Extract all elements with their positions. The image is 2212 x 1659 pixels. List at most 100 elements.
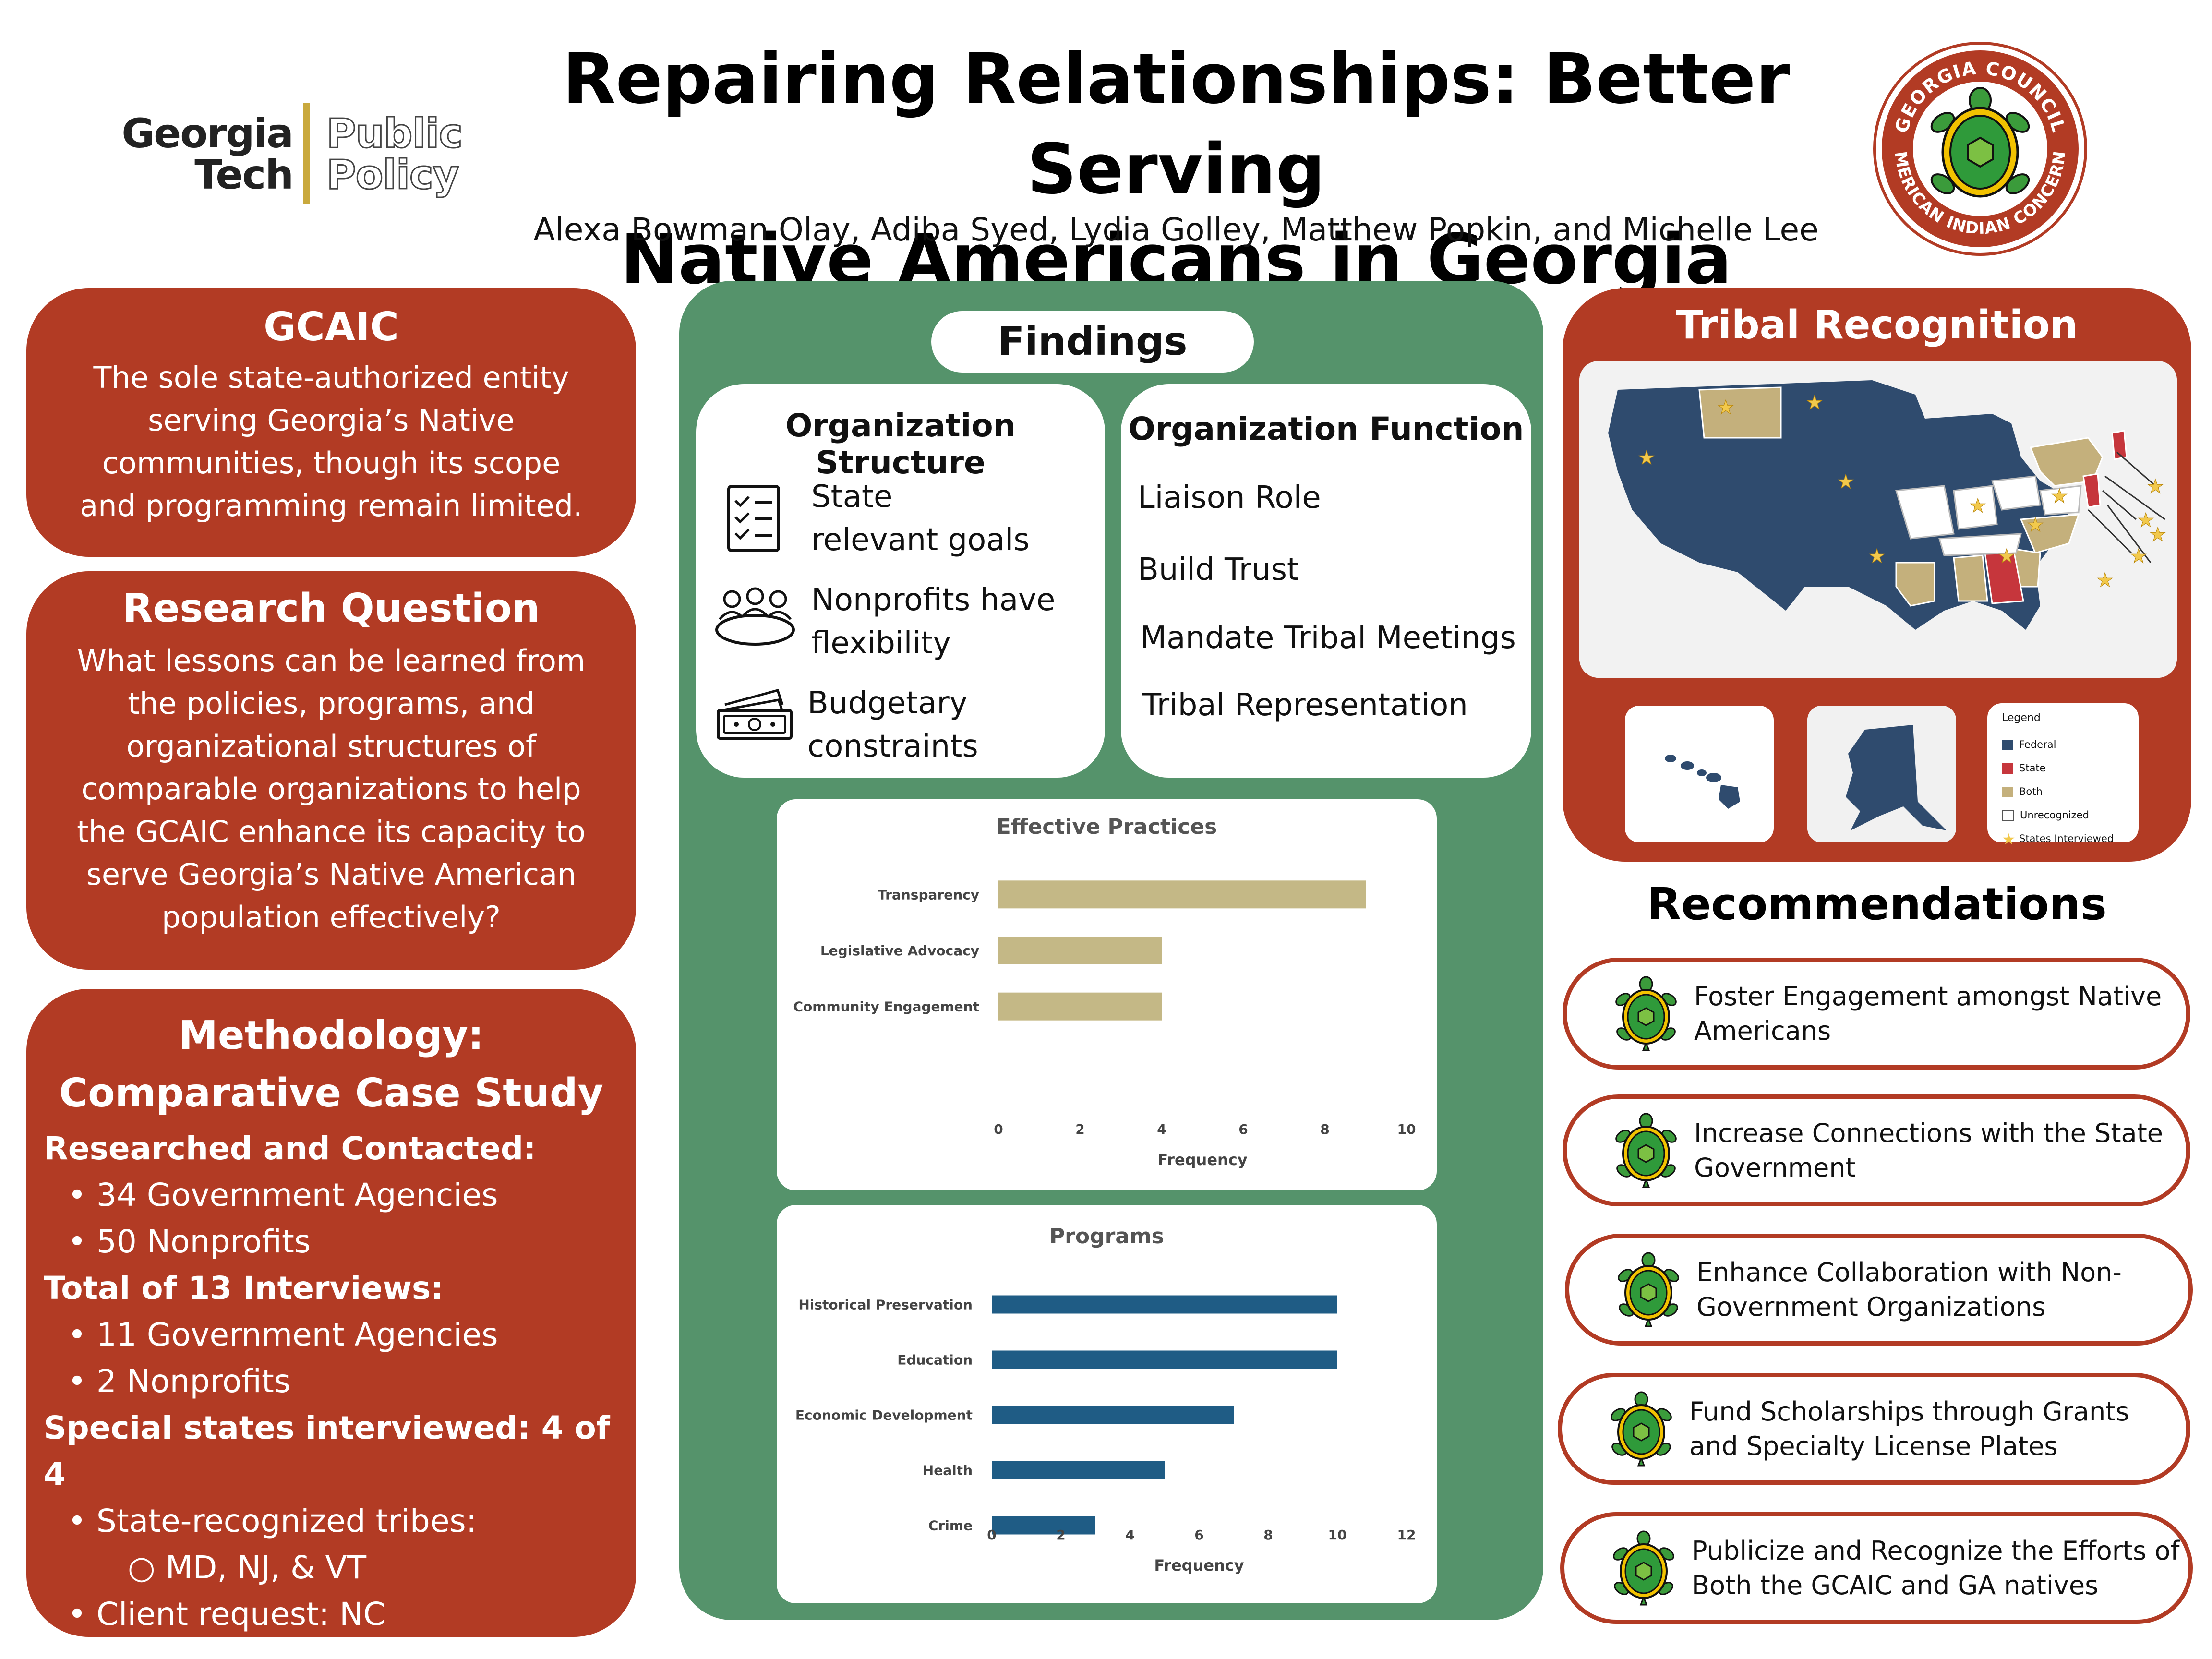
legend-items: Federal State Both Unrecognized ★ States … (2002, 733, 2131, 851)
seal-turtle-icon (1930, 87, 2030, 198)
researched-heading: Researched and Contacted: (44, 1130, 536, 1167)
findings-title: Findings (931, 311, 1254, 373)
turtle-icon (1608, 1391, 1675, 1467)
turtle-icon (1615, 1251, 1682, 1328)
legend-label: Both (2019, 786, 2043, 797)
legend-label: State (2019, 762, 2046, 774)
methodology-title-line-1: Methodology: (179, 1013, 484, 1058)
svg-text:★: ★ (2051, 485, 2068, 507)
svg-text:★: ★ (2137, 509, 2154, 531)
legend-star-icon: ★ (2002, 830, 2016, 848)
effective-practices-chart-card: Effective Practices Transparency Legislati… (777, 799, 1437, 1190)
recommendation-line: Americans (1694, 1016, 1831, 1046)
chart-tick-label: 6 (1238, 1121, 1248, 1137)
function-item: Tribal Representation (1142, 687, 1468, 723)
logo-text-policy: Policy (326, 151, 460, 198)
legend-swatch-state (2002, 763, 2013, 774)
interviews-heading: Total of 13 Interviews: (44, 1270, 444, 1307)
logo-text-tech: Tech (194, 151, 294, 198)
chart-category-label: Transparency (878, 887, 979, 902)
researched-item: • 50 Nonprofits (68, 1223, 311, 1260)
svg-text:★: ★ (2147, 476, 2164, 498)
alaska-map (1807, 706, 1956, 842)
chart-tick-label: 8 (1263, 1527, 1273, 1543)
chart-tick-label: 2 (1075, 1121, 1084, 1137)
chart-bar (992, 1350, 1337, 1369)
svg-text:★: ★ (1969, 495, 1986, 517)
recommendation-item: Foster Engagement amongst Native America… (1563, 958, 2190, 1070)
structure-item-line: State (811, 479, 893, 515)
methodology-panel: Methodology: Comparative Case Study Rese… (26, 989, 636, 1637)
poster-title: Repairing Relationships: Better Serving … (480, 34, 1872, 304)
svg-text:★: ★ (2149, 524, 2166, 546)
chart-bar (998, 937, 1162, 964)
recommendation-line: Increase Connections with the State (1694, 1118, 2163, 1148)
legend-swatch-unrecognized (2002, 810, 2014, 821)
researched-item-text: 34 Government Agencies (96, 1177, 498, 1214)
programs-chart-card: Programs Historical Preservation Education… (777, 1205, 1437, 1603)
recommendations-title: Recommendations (1647, 878, 2107, 930)
us-map-card: ★ ★ ★ ★ ★ ★ ★ ★ ★ ★ ★ ★ ★ ★ (1579, 361, 2177, 678)
chart-category-label: Community Engagement (793, 999, 979, 1015)
chart-tick-label: 0 (994, 1121, 1003, 1137)
methodology-title: Methodology: Comparative Case Study (26, 1007, 636, 1122)
logo-divider (303, 103, 310, 204)
chart-title: Effective Practices (997, 815, 1217, 839)
legend-item-interviewed: ★ States Interviewed (2002, 827, 2131, 851)
interviewed-state-stars: ★ ★ ★ ★ ★ ★ ★ ★ ★ ★ ★ ★ ★ ★ (1638, 392, 2167, 592)
legend-item-both: Both (2002, 780, 2131, 804)
organization-function-card: Organization Function Liaison Role Build… (1121, 384, 1531, 778)
us-recognition-map: ★ ★ ★ ★ ★ ★ ★ ★ ★ ★ ★ ★ ★ ★ (1579, 361, 2177, 678)
money-icon (717, 688, 793, 740)
research-question-text: What lessons can be learned from the pol… (77, 643, 586, 935)
legend-label: Unrecognized (2020, 809, 2089, 821)
recommendation-text: Enhance Collaboration with Non- Governme… (1696, 1255, 2122, 1324)
chart-bar (992, 1516, 1095, 1535)
legend-swatch-federal (2002, 740, 2013, 750)
svg-text:★: ★ (1868, 545, 1886, 567)
recommendation-text: Foster Engagement amongst Native America… (1694, 979, 2162, 1048)
svg-text:★: ★ (2130, 545, 2147, 567)
special-item-text: State-recognized tribes: (96, 1503, 477, 1539)
organization-structure-card: Organization Structure State relevant go… (696, 384, 1105, 778)
turtle-icon (1610, 1530, 1677, 1607)
logo-georgia-tech: Georgia Tech (86, 113, 294, 198)
researched-item: • 34 Government Agencies (68, 1177, 498, 1214)
legend-item-federal: Federal (2002, 733, 2131, 757)
tribal-recognition-title: Tribal Recognition (1676, 302, 2078, 348)
interview-item-text: 11 Government Agencies (96, 1316, 498, 1353)
chart-x-axis-label: Frequency (1157, 1151, 1247, 1169)
chart-tick-label: 10 (1397, 1121, 1416, 1137)
recommendation-item: Enhance Collaboration with Non- Governme… (1565, 1234, 2193, 1346)
svg-text:★: ★ (1998, 545, 2015, 567)
recommendation-line: Foster Engagement amongst Native (1694, 981, 2162, 1011)
chart-category-label: Legislative Advocacy (820, 943, 979, 959)
turtle-icon (1612, 975, 1680, 1052)
logo-text-public: Public (326, 110, 464, 157)
chart-bar (992, 1461, 1165, 1479)
chart-x-axis-label: Frequency (1154, 1556, 1244, 1575)
special-heading: Special states interviewed: 4 of 4 (44, 1409, 610, 1493)
special-item: • State-recognized tribes: (68, 1503, 477, 1539)
interview-item-text: 2 Nonprofits (96, 1363, 291, 1400)
logo-public-policy: Public Policy (326, 110, 464, 198)
interview-item: • 11 Government Agencies (68, 1316, 498, 1353)
structure-item-line: Budgetary (807, 685, 968, 721)
turtle-icon (1612, 1112, 1680, 1189)
recommendation-line: Enhance Collaboration with Non- (1696, 1257, 2122, 1287)
chart-bar (992, 1295, 1337, 1314)
chart-tick-label: 4 (1125, 1527, 1134, 1543)
chart-bar (992, 1406, 1234, 1424)
chart-category-label: Economic Development (795, 1407, 973, 1423)
chart-category-label: Health (923, 1463, 973, 1479)
function-item: Build Trust (1138, 552, 1299, 588)
function-item: Liaison Role (1138, 480, 1321, 516)
svg-text:★: ★ (1837, 471, 1854, 493)
recommendation-item: Fund Scholarships through Grants and Spe… (1558, 1373, 2190, 1485)
structure-item-line: flexibility (811, 625, 951, 661)
chart-category-label: Historical Preservation (798, 1297, 973, 1313)
chart-title: Programs (1049, 1224, 1164, 1249)
legend-label: States Interviewed (2019, 833, 2114, 844)
special-subitem-text: MD, NJ, & VT (165, 1549, 367, 1586)
svg-text:★: ★ (1638, 447, 1655, 469)
